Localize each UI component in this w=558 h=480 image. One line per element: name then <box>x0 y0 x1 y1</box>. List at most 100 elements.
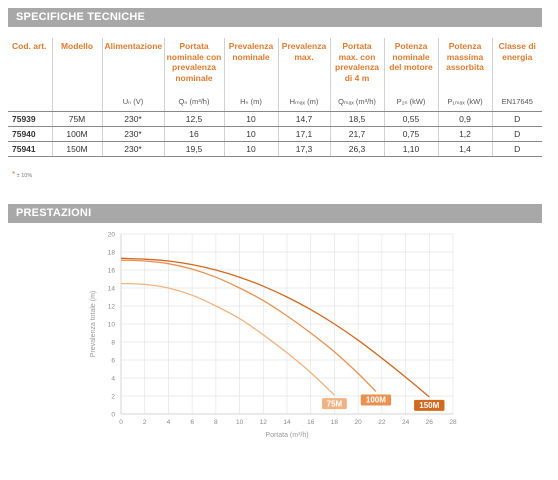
table-row: 75940 100M 230* 16 10 17,1 21,7 0,75 1,2… <box>8 126 542 142</box>
table-row: 75939 75M 230* 12,5 10 14,7 18,5 0,55 0,… <box>8 111 542 127</box>
table-cell: 14,7 <box>277 111 330 127</box>
table-cell: 150M <box>51 141 102 157</box>
chart-curves <box>120 257 430 398</box>
y-tick-label: 20 <box>108 231 116 238</box>
article-code-cell: 75941 <box>8 141 52 157</box>
series-line-75m <box>120 282 335 396</box>
table-cell: 230* <box>101 126 164 142</box>
x-tick-label: 10 <box>236 419 244 426</box>
table-row: 75941 150M 230* 19,5 10 17,3 26,3 1,10 1… <box>8 141 542 157</box>
table-cell: 12,5 <box>163 111 224 127</box>
header-cell: Potenza massima assorbita <box>437 38 492 93</box>
footnote-star: * <box>12 170 16 179</box>
table-cell: 10 <box>223 141 278 157</box>
header-cell: Portata max. con prevalenza di 4 m <box>329 38 384 93</box>
x-tick-label: 26 <box>426 419 434 426</box>
table-cell: D <box>491 111 542 127</box>
performance-chart: 0 2 4 6 8 10 12 14 16 18 20 22 24 26 28024681012141618… <box>90 231 457 439</box>
table-cell: 19,5 <box>163 141 224 157</box>
unit-cell: EN17645 <box>491 93 542 112</box>
series-line-150m <box>120 257 430 398</box>
y-axis-label: Prevalenza totale (m) <box>90 291 97 358</box>
header-cell: Prevalenza max. <box>277 38 330 93</box>
performance-section-title: PRESTAZIONI <box>8 204 542 223</box>
header-cell: Modello <box>51 38 102 93</box>
table-cell: 230* <box>101 141 164 157</box>
x-tick-label: 14 <box>283 419 291 426</box>
x-tick-label: 12 <box>260 419 268 426</box>
article-code-cell: 75939 <box>8 111 52 127</box>
table-cell: 17,1 <box>277 126 330 142</box>
x-tick-label: 22 <box>378 419 386 426</box>
table-cell: D <box>491 126 542 142</box>
y-tick-label: 4 <box>111 375 115 382</box>
unit-cell <box>8 93 52 112</box>
y-tick-label: 14 <box>108 285 116 292</box>
header-cell: Classe di energia <box>491 38 542 93</box>
table-cell: D <box>491 141 542 157</box>
unit-cell: Qₘₐₓ (m³/h) <box>329 93 384 112</box>
table-cell: 17,3 <box>277 141 330 157</box>
x-tick-label: 16 <box>307 419 315 426</box>
x-tick-label: 4 <box>167 419 171 426</box>
unit-cell: Qₙ (m³/h) <box>163 93 224 112</box>
table-cell: 1,10 <box>383 141 438 157</box>
x-tick-label: 8 <box>214 419 218 426</box>
table-cell: 0,55 <box>383 111 438 127</box>
unit-cell: Hₙ (m) <box>223 93 278 112</box>
y-tick-label: 8 <box>111 339 115 346</box>
table-cell: 230* <box>101 111 164 127</box>
table-cell: 18,5 <box>329 111 384 127</box>
header-cell: Potenza nominale del motore <box>383 38 438 93</box>
footnote-text: ± 10% <box>16 173 33 179</box>
table-cell: 0,75 <box>383 126 438 142</box>
x-axis-label: Portata (m³/h) <box>265 432 308 439</box>
y-tick-label: 2 <box>111 393 115 400</box>
table-cell: 10 <box>223 126 278 142</box>
table-cell: 1,2 <box>437 126 492 142</box>
y-tick-label: 12 <box>108 303 116 310</box>
unit-cell: Hₘₐₓ (m) <box>277 93 330 112</box>
x-tick-label: 18 <box>331 419 339 426</box>
x-tick-label: 0 <box>119 419 123 426</box>
table-cell: 26,3 <box>329 141 384 157</box>
chart-legend-badges: 75M 100M 150M <box>322 394 445 411</box>
x-tick-label: 24 <box>402 419 410 426</box>
table-cell: 1,4 <box>437 141 492 157</box>
unit-cell <box>51 93 102 112</box>
unit-cell: Uₙ (V) <box>101 93 164 112</box>
table-cell: 10 <box>223 111 278 127</box>
series-badge-150m <box>414 399 445 411</box>
series-badge-label: 100M <box>366 396 386 405</box>
x-tick-label: 2 <box>143 419 147 426</box>
y-tick-label: 6 <box>111 357 115 364</box>
specs-section-title: SPECIFICHE TECNICHE <box>8 8 542 27</box>
series-badge-label: 150M <box>419 401 439 410</box>
chart-ticks: 0 2 4 6 8 10 12 14 16 18 20 22 24 26 28024681012141618… <box>108 231 457 426</box>
table-cell: 100M <box>51 126 102 142</box>
y-tick-label: 18 <box>108 249 116 256</box>
table-cell: 16 <box>163 126 224 142</box>
specs-table: Cod. art. Modello Alimentazione Portata … <box>8 38 542 157</box>
y-tick-label: 16 <box>108 267 116 274</box>
chart-grid <box>120 233 454 415</box>
header-cell: Cod. art. <box>12 41 47 51</box>
unit-cell: P₁ₘₐₓ (kW) <box>437 93 492 112</box>
series-badge-75m <box>322 398 347 410</box>
y-tick-label: 10 <box>108 321 116 328</box>
x-tick-label: 28 <box>449 419 457 426</box>
x-tick-label: 6 <box>190 419 194 426</box>
footnote: * ± 10% <box>12 170 32 179</box>
header-cell: Alimentazione <box>101 38 164 93</box>
units-row: Uₙ (V) Qₙ (m³/h) Hₙ (m) Hₘₐₓ (m) Qₘₐₓ (m… <box>8 93 542 112</box>
unit-cell: P₂ₙ (kW) <box>383 93 438 112</box>
x-tick-label: 20 <box>355 419 363 426</box>
y-tick-label: 0 <box>111 411 115 418</box>
series-badge-100m <box>360 394 392 406</box>
article-code-cell: 75940 <box>8 126 52 142</box>
table-header-row: Cod. art. Modello Alimentazione Portata … <box>8 38 542 93</box>
table-cell: 0,9 <box>437 111 492 127</box>
series-line-100m <box>120 259 377 392</box>
series-badge-label: 75M <box>327 399 343 408</box>
table-cell: 21,7 <box>329 126 384 142</box>
